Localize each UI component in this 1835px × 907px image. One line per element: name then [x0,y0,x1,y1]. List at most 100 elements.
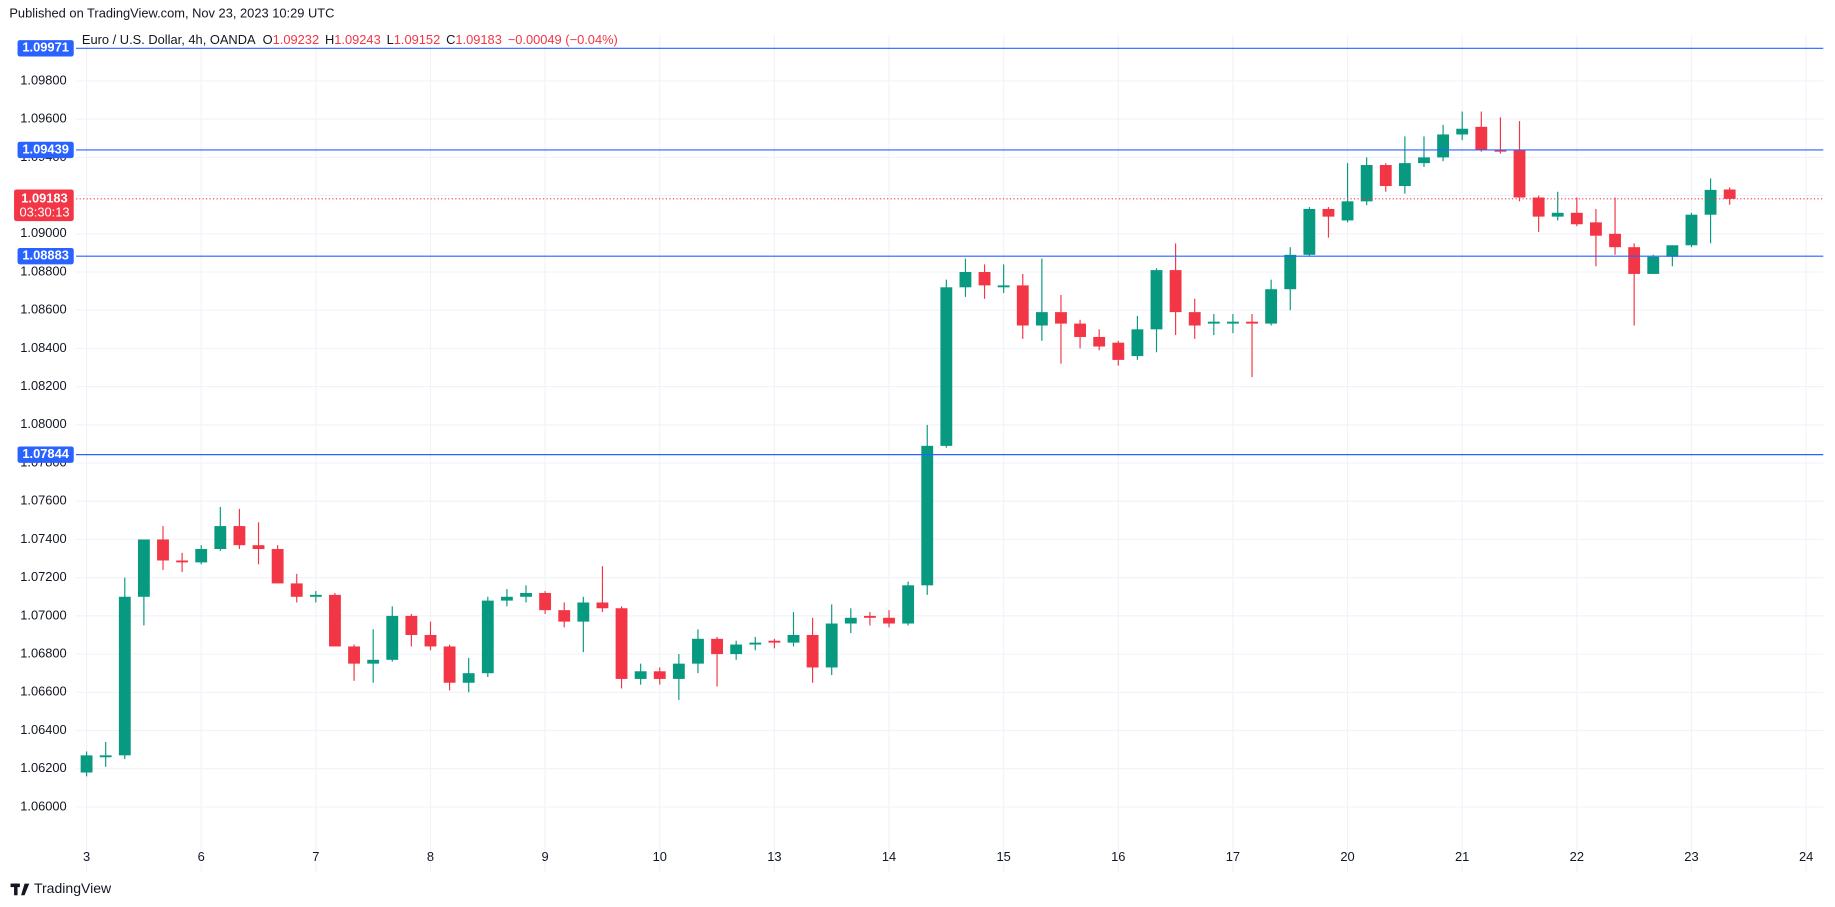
candle-body [539,592,552,611]
candle-body [481,600,494,674]
current-price-label: 1.09183 [21,190,67,205]
overlay: 1.06000 1.06200 1.06400 1.06600 1.06800 1.070… [14,40,1824,864]
candle-body [1341,201,1354,221]
candle-body [825,623,838,668]
candle-body [978,272,991,286]
candle-body [1188,312,1201,326]
legend-key: L [387,32,394,47]
candle-body [1074,323,1087,337]
candle-body [1685,214,1698,246]
x-tick-label: 9 [542,849,549,864]
candle-body [1284,254,1297,290]
candle-body [1322,208,1335,217]
candle-body [137,539,150,597]
x-tick-label: 8 [427,849,434,864]
candle-body [118,596,131,756]
x-tick-label: 16 [1111,849,1125,864]
candle-body [672,663,685,679]
x-tick-label: 24 [1799,849,1813,864]
y-tick-label: 1.08000 [20,416,66,431]
candle-body [1475,126,1488,150]
legend-value: 1.09232 [273,32,319,47]
candle-body [386,615,399,660]
x-tick-label: 23 [1684,849,1698,864]
y-tick-label: 1.06200 [20,760,66,775]
candle-body [577,602,590,622]
candle-body [749,642,762,645]
candle-body [520,592,532,597]
footer-logo [10,883,30,896]
y-tick-label: 1.07400 [20,531,66,546]
candle-body [711,638,723,655]
y-tick-label: 1.08600 [20,302,66,317]
legend-change: −0.00049 (−0.04%) [508,32,618,47]
candle-body [1513,149,1526,198]
candle-body [290,583,303,597]
candles [80,111,1736,777]
candle-body [252,545,265,550]
candle-body [1207,321,1220,324]
legend-symbol: Euro / U.S. Dollar, 4h, OANDA [82,32,256,47]
candle-body [1398,163,1411,187]
legend-value: 1.09243 [334,32,380,47]
candle-body [309,594,322,597]
candle-body [1609,233,1621,248]
candle-body [1551,212,1564,217]
level-label-box [17,141,74,159]
level-label: 1.07844 [22,446,69,461]
legend-key: O [263,32,273,47]
candle-body [214,526,227,550]
candle-body [405,615,418,635]
candle-body [1035,312,1048,326]
x-tick-label: 13 [767,849,781,864]
candle-body [1379,165,1392,187]
candle-body [1016,285,1029,326]
y-tick-label: 1.07600 [20,493,66,508]
candle-body [1666,245,1679,257]
candle-body [1456,128,1469,135]
candle-body [692,638,704,664]
candle-body [1131,329,1144,357]
y-tick-label: 1.06400 [20,722,66,737]
y-tick-label: 1.07000 [20,607,66,622]
candle-body [99,755,112,758]
candle-body [1647,256,1660,274]
candle-body [1437,134,1450,158]
candle-body [730,644,743,655]
footer-brand: TradingView [34,880,112,896]
y-tick-label: 1.07200 [20,569,66,584]
published-note: Published on TradingView.com, Nov 23, 20… [9,5,334,20]
candle-body [806,634,819,668]
x-tick-label: 6 [198,849,205,864]
x-tick-label: 14 [882,849,896,864]
candle-body [1570,212,1583,225]
candle-body [1360,165,1373,202]
candle-body [959,272,972,288]
countdown-label: 03:30:13 [19,204,69,219]
y-tick-label: 1.06600 [20,684,66,699]
legend-value: 1.09183 [455,32,501,47]
candle-body [1532,197,1545,217]
legend-value: 1.09152 [394,32,440,47]
candle-body [1093,336,1106,347]
current-price-box [14,189,74,222]
x-tick-label: 20 [1340,849,1354,864]
y-tick-label: 1.08200 [20,378,66,393]
y-tick-label: 1.09600 [20,111,66,126]
candle-body [1628,247,1641,274]
candle-body [348,646,360,664]
x-tick-label: 17 [1226,849,1240,864]
level-label: 1.09971 [22,40,68,55]
candle-body [500,596,513,601]
candle-body [367,659,380,664]
candle-body [997,285,1010,288]
candle-body [233,526,246,546]
level-label-box [17,446,74,463]
candle-body [80,755,93,773]
candle-body [940,287,953,446]
level-label-box [17,40,74,57]
y-tick-label: 1.08400 [20,340,66,355]
legend-key: C [446,32,455,47]
